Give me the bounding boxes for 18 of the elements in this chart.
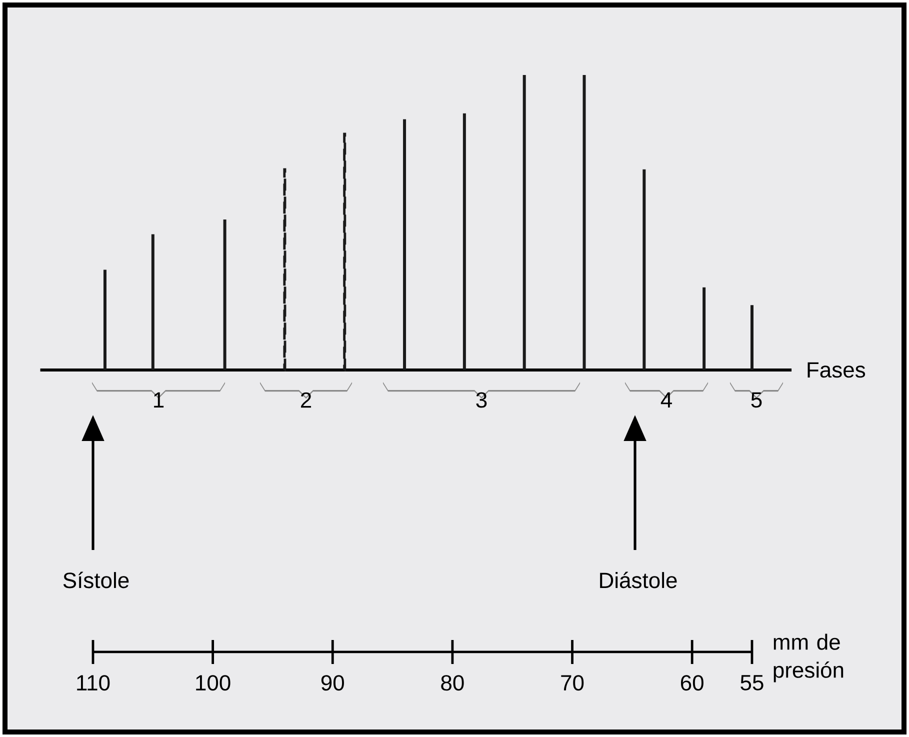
text: 2 xyxy=(300,392,312,408)
x-axis-title: mm de presión xyxy=(774,634,844,682)
text: 1 xyxy=(154,392,164,408)
bar xyxy=(283,168,286,372)
text: 4 xyxy=(660,392,672,408)
text: 5 xyxy=(751,392,762,408)
x-tick-label: 100 xyxy=(196,675,230,691)
text: 3 xyxy=(476,392,487,408)
bar xyxy=(343,132,346,372)
x-tick-label: 80 xyxy=(441,675,464,691)
x-tick-label: 60 xyxy=(680,675,704,691)
x-tick-label: 70 xyxy=(561,675,584,691)
x-tick-label: 110 xyxy=(77,675,110,691)
text: Diástole xyxy=(600,572,677,588)
text: Fases xyxy=(808,362,866,378)
x-tick-label: 55 xyxy=(740,675,764,690)
text: Sístole xyxy=(63,572,129,588)
x-tick-label: 90 xyxy=(321,675,344,691)
